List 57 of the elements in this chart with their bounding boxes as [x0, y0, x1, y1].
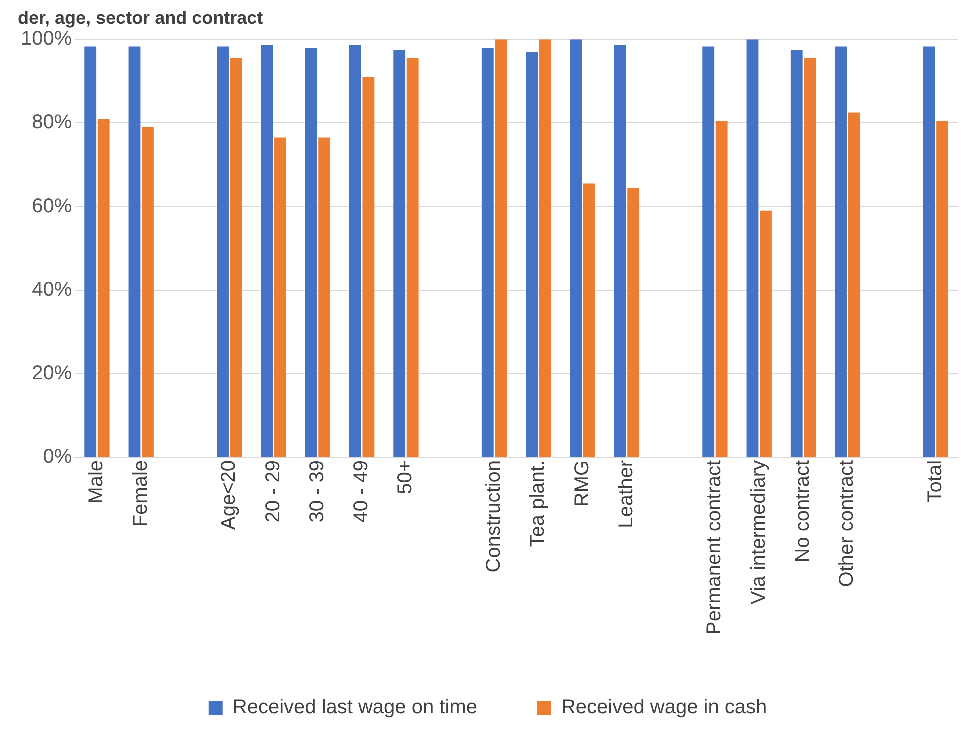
- x-tick-label: Tea plant.: [527, 460, 550, 548]
- bar: [230, 58, 242, 457]
- bar: [746, 40, 759, 457]
- bar: [804, 58, 816, 457]
- bar: [350, 45, 362, 457]
- y-tick-label: 40%: [32, 278, 72, 301]
- legend-label: Received last wage on time: [232, 696, 478, 719]
- bar: [936, 121, 949, 457]
- y-tick-label: 80%: [32, 112, 72, 134]
- bar: [614, 45, 626, 457]
- bar: [539, 40, 552, 457]
- legend-label: Received wage in cash: [561, 696, 768, 719]
- bar: [394, 50, 406, 457]
- x-tick-label: Other contract: [836, 460, 858, 588]
- x-tick-label: No contract: [792, 460, 814, 563]
- bar: [835, 46, 847, 457]
- x-tick-label: Male: [86, 460, 108, 504]
- bar: [848, 112, 860, 457]
- bar: [923, 46, 936, 457]
- x-tick-label: Construction: [483, 460, 506, 573]
- y-tick-label: 100%: [20, 28, 72, 50]
- chart-title: der, age, sector and contract: [18, 8, 264, 28]
- bar: [406, 58, 419, 457]
- bar: [98, 118, 110, 457]
- bar: [495, 40, 508, 457]
- x-tick-label: Leather: [615, 460, 638, 528]
- x-tick-label: Age<20: [218, 460, 240, 530]
- bar: [128, 46, 141, 457]
- bar: [716, 121, 728, 457]
- x-tick-label: RMG: [571, 460, 594, 508]
- bar: [790, 50, 803, 457]
- bar: [84, 46, 97, 457]
- x-tick-label: 20 - 29: [262, 460, 284, 523]
- x-tick-label: Permanent contract: [704, 460, 726, 635]
- x-tick-label: Total: [924, 460, 946, 503]
- bar: [482, 48, 494, 457]
- bar: [261, 45, 274, 457]
- bar: [274, 138, 286, 457]
- bar: [702, 46, 715, 457]
- x-tick-label: 40 - 49: [350, 460, 373, 523]
- bar: [318, 138, 331, 457]
- x-tick-label: Female: [130, 460, 152, 528]
- y-tick-label: 0%: [43, 446, 72, 468]
- x-tick-label: 50+: [394, 460, 417, 494]
- bar: [362, 77, 375, 457]
- bar: [305, 48, 318, 457]
- bar: [570, 40, 582, 457]
- y-tick-label: 60%: [32, 195, 72, 218]
- bar: [583, 184, 596, 457]
- bar: [217, 46, 229, 457]
- bar: [628, 188, 640, 457]
- x-tick-label: Via intermediary: [748, 460, 770, 605]
- bar: [760, 210, 772, 457]
- bar: [142, 127, 154, 457]
- x-tick-label: 30 - 39: [306, 460, 328, 523]
- y-tick-label: 20%: [32, 362, 72, 384]
- bar: [526, 52, 538, 457]
